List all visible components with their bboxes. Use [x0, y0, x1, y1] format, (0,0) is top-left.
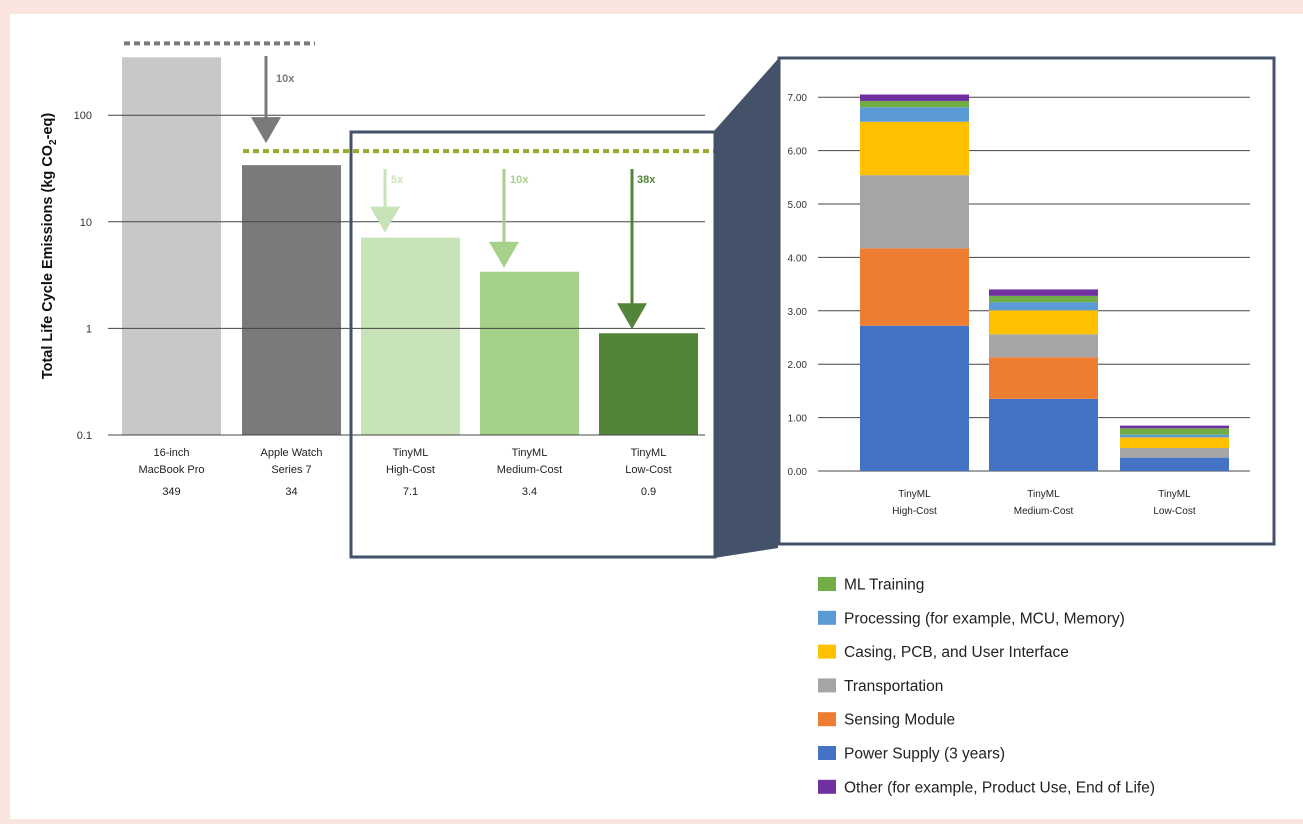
- x-category-label: Medium-Cost: [497, 464, 562, 476]
- x-category-label: TinyML: [631, 447, 667, 459]
- stacked-segment: [1120, 428, 1229, 435]
- reduction-label: 10x: [276, 73, 295, 85]
- y-tick-label: 2.00: [788, 360, 808, 371]
- value-label: 349: [162, 486, 180, 498]
- emissions-figure: Total Life Cycle Emissions (kg CO2-eq) 10…: [40, 41, 1276, 796]
- figure-panel: Total Life Cycle Emissions (kg CO2-eq) 10…: [10, 14, 1303, 819]
- log-comparison-chart: Total Life Cycle Emissions (kg CO2-eq) 10…: [40, 41, 716, 498]
- legend-label: Transportation: [844, 678, 943, 695]
- x-category-label: TinyML: [1158, 489, 1191, 500]
- legend: ML Training Processing (for example, MCU,…: [818, 577, 1155, 796]
- y-tick-label: 10: [80, 217, 92, 229]
- stacked-segment: [989, 334, 1098, 358]
- reduction-arrow-head: [370, 206, 400, 233]
- legend-label: Casing, PCB, and User Interface: [844, 644, 1069, 661]
- x-category-label: TinyML: [393, 447, 429, 459]
- legend-label: Processing (for example, MCU, Memory): [844, 610, 1125, 627]
- stacked-segment: [989, 295, 1098, 303]
- reduction-label: 10x: [510, 174, 529, 186]
- x-category-label: High-Cost: [386, 464, 435, 476]
- y-tick-label: 7.00: [788, 93, 808, 104]
- reduction-label: 38x: [637, 174, 656, 186]
- stacked-segment: [1120, 457, 1229, 471]
- stacked-segment: [860, 175, 969, 249]
- x-category-label: Low-Cost: [1153, 506, 1195, 517]
- legend-swatch: [818, 577, 836, 591]
- legend-label: ML Training: [844, 577, 924, 594]
- bar-4: [480, 271, 579, 435]
- legend-swatch: [818, 610, 836, 625]
- stacked-segment: [989, 289, 1098, 296]
- y-tick-label: 0.00: [788, 467, 808, 478]
- value-label: 7.1: [403, 486, 418, 498]
- legend-swatch: [818, 644, 836, 659]
- bar-1: [122, 57, 221, 435]
- bar-2: [242, 165, 341, 435]
- stacked-segment: [989, 357, 1098, 399]
- zoom-connector: [349, 59, 778, 559]
- value-label: 3.4: [522, 486, 537, 498]
- x-category-label: High-Cost: [892, 506, 937, 517]
- reduction-arrow-head: [489, 241, 519, 268]
- legend-swatch: [818, 678, 836, 693]
- x-category-label: Apple Watch: [261, 447, 323, 459]
- stacked-segment: [989, 398, 1098, 471]
- y-tick-label: 5.00: [788, 200, 808, 211]
- legend-label: Sensing Module: [844, 712, 955, 729]
- x-category-label: MacBook Pro: [138, 464, 204, 476]
- y-tick-label: 100: [74, 110, 92, 122]
- x-category-label: Series 7: [271, 464, 311, 476]
- stacked-segment: [989, 310, 1098, 335]
- y-tick-label: 0.1: [77, 430, 92, 442]
- x-category-label: Low-Cost: [625, 464, 671, 476]
- y-axis-label: Total Life Cycle Emissions (kg CO2-eq): [40, 113, 59, 380]
- stacked-segment: [860, 325, 969, 471]
- zoom-trapezoid: [714, 59, 778, 558]
- y-tick-label: 1.00: [788, 414, 808, 425]
- value-label: 34: [285, 486, 297, 498]
- reduction-arrow-head: [617, 303, 647, 330]
- reduction-label: 5x: [391, 174, 404, 186]
- y-tick-label: 3.00: [788, 307, 808, 318]
- x-category-label: TinyML: [512, 447, 548, 459]
- stacked-segment: [1120, 448, 1229, 458]
- stacked-segment: [860, 121, 969, 176]
- legend-swatch: [818, 779, 836, 794]
- bar-5: [599, 333, 698, 435]
- stacked-segment: [860, 248, 969, 326]
- x-category-label: 16-inch: [153, 447, 189, 459]
- highlight-box: [349, 130, 717, 559]
- stacked-segment: [989, 302, 1098, 311]
- y-tick-label: 1: [86, 323, 92, 335]
- legend-swatch: [818, 746, 836, 760]
- x-category-label: Medium-Cost: [1014, 506, 1074, 517]
- x-category-label: TinyML: [898, 489, 931, 500]
- y-tick-label: 4.00: [788, 253, 808, 264]
- value-label: 0.9: [641, 486, 656, 498]
- stacked-segment: [1120, 425, 1229, 429]
- stacked-segment: [1120, 434, 1229, 438]
- bar-3: [361, 237, 460, 435]
- stacked-breakdown-chart: 0.00 1.00 2.00 3.00 4.00 5.00 6.00 7.00 TinyML Hi…: [777, 56, 1276, 546]
- legend-swatch: [818, 712, 836, 727]
- y-tick-label: 6.00: [788, 147, 808, 158]
- stacked-segment: [860, 107, 969, 122]
- stacked-segment: [860, 94, 969, 101]
- legend-label: Power Supply (3 years): [844, 746, 1005, 763]
- stacked-segment: [1120, 437, 1229, 449]
- stacked-segment: [860, 100, 969, 108]
- legend-label: Other (for example, Product Use, End of …: [844, 779, 1155, 796]
- x-category-label: TinyML: [1027, 489, 1060, 500]
- reduction-arrow-head: [251, 117, 281, 144]
